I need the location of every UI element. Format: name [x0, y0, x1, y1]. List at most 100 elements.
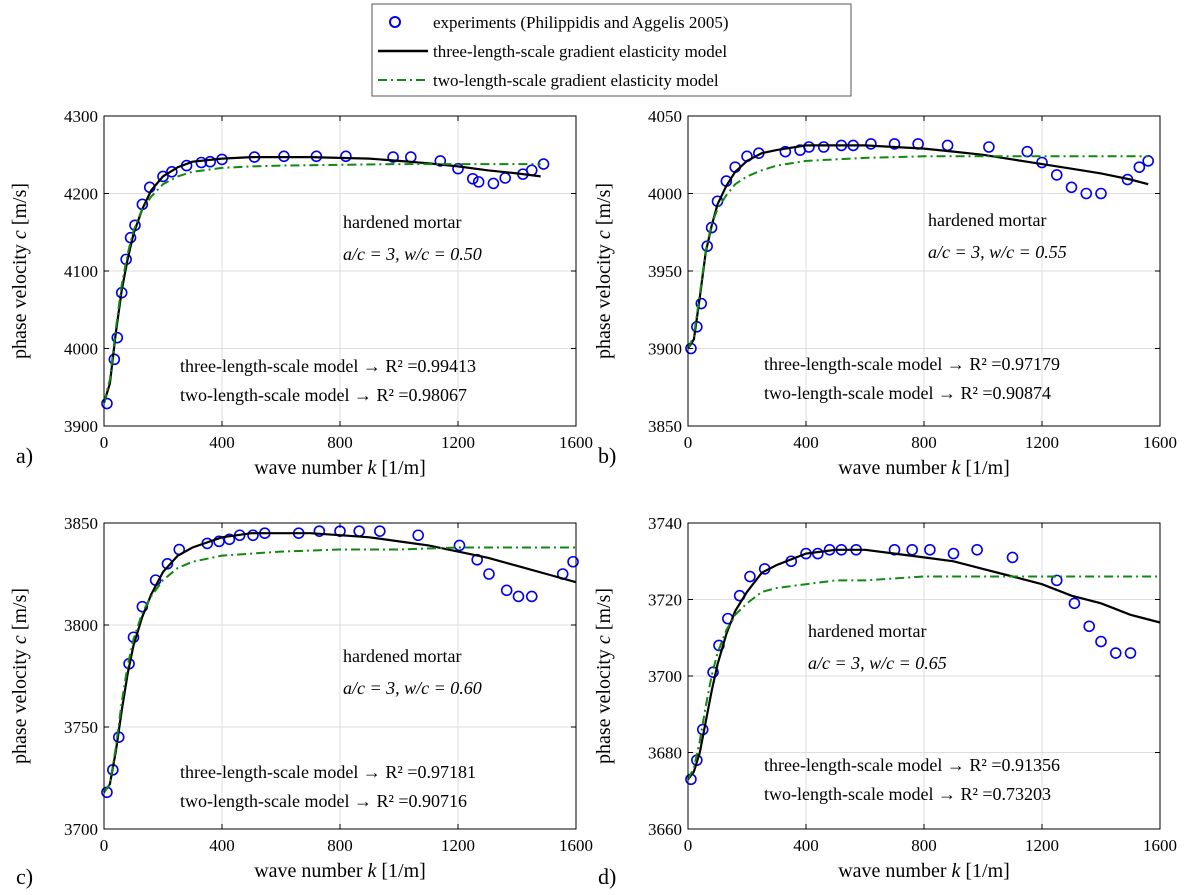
- experiment-point: [1065, 181, 1078, 194]
- plot-frame: [103, 115, 577, 427]
- experiment-point: [157, 170, 169, 183]
- x-tick-label: 0: [684, 433, 693, 452]
- experiment-point: [487, 177, 500, 190]
- x-tick-label: 1600: [1143, 433, 1177, 452]
- experiment-point: [695, 297, 708, 310]
- y-tick-label: 3800: [64, 616, 98, 635]
- two-scale-curve: [687, 155, 1149, 349]
- y-tick-label: 3700: [648, 667, 682, 686]
- panel-label: d): [598, 864, 616, 889]
- legend-label-three: three-length-scale gradient elasticity m…: [433, 42, 727, 61]
- experiment-point: [1095, 635, 1107, 648]
- y-tick-label: 3720: [648, 591, 682, 610]
- experiment-point: [744, 570, 756, 583]
- r-squared-label: three-length-scale model → R² =0.97181: [180, 762, 476, 782]
- experiment-point: [166, 166, 178, 178]
- y-tick-label: 3740: [648, 514, 682, 533]
- x-tick-label: 1200: [441, 433, 475, 452]
- experiment-point: [1124, 647, 1137, 659]
- x-tick-label: 400: [209, 433, 235, 452]
- experiment-point: [161, 557, 174, 570]
- three-scale-curve: [687, 548, 1161, 780]
- experiment-point: [803, 141, 815, 153]
- x-tick-label: 400: [793, 836, 819, 855]
- y-tick-label: 3680: [648, 744, 682, 763]
- x-axis-label: wave number k [1/m]: [838, 860, 1010, 882]
- experiment-point: [971, 543, 983, 556]
- r-squared-label: three-length-scale model → R² =0.97179: [764, 354, 1060, 374]
- experiment-point: [111, 331, 124, 344]
- y-axis-label: phase velocity c [m/s]: [593, 183, 615, 359]
- experiment-point: [374, 525, 386, 537]
- x-axis-label: wave number k [1/m]: [254, 457, 426, 479]
- y-axis-label: phase velocity c [m/s]: [593, 588, 615, 764]
- x-tick-label: 1200: [441, 836, 475, 855]
- x-tick-label: 400: [793, 433, 819, 452]
- legend-frame: [371, 3, 852, 97]
- y-tick-label: 3900: [648, 340, 682, 359]
- y-axis-label: phase velocity c [m/s]: [9, 183, 31, 359]
- annotation-ratios: a/c = 3, w/c = 0.55: [928, 242, 1067, 262]
- experiment-point: [817, 141, 830, 153]
- experiment-point: [195, 156, 208, 169]
- y-tick-label: 3950: [648, 262, 682, 281]
- legend-label-experiments: experiments (Philippidis and Aggelis 200…: [433, 13, 729, 32]
- x-axis-label: wave number k [1/m]: [254, 860, 426, 882]
- experiment-point: [1109, 647, 1122, 659]
- experiment-point: [1006, 551, 1019, 564]
- y-tick-label: 4300: [64, 107, 98, 126]
- x-tick-label: 800: [911, 836, 937, 855]
- y-tick-label: 4000: [648, 185, 682, 204]
- x-tick-label: 400: [209, 836, 235, 855]
- x-tick-label: 800: [327, 433, 353, 452]
- experiment-point: [983, 141, 995, 153]
- x-tick-label: 0: [100, 433, 109, 452]
- experiment-point: [1050, 574, 1063, 587]
- experiment-point: [101, 397, 113, 410]
- experiment-point: [204, 155, 216, 168]
- y-tick-label: 4100: [64, 262, 98, 281]
- panel-label: c): [16, 864, 33, 889]
- r-squared-label: two-length-scale model → R² =0.90716: [180, 791, 467, 811]
- y-tick-label: 3850: [648, 417, 682, 436]
- experiment-point: [1068, 597, 1081, 610]
- y-tick-label: 3750: [64, 718, 98, 737]
- chart-panel-2: 0 400 800 1200 1600 3850 3900 3950 4000 4050 wave …: [593, 107, 1177, 479]
- experiment-point: [472, 176, 485, 188]
- experiment-point: [247, 529, 259, 542]
- experiment-point: [525, 590, 538, 603]
- experiment-point: [223, 533, 236, 546]
- experiment-point: [567, 555, 579, 568]
- experiment-point: [947, 547, 960, 560]
- experiment-point: [512, 590, 525, 603]
- annotation-material: hardened mortar: [343, 212, 461, 232]
- experiment-point: [888, 138, 901, 150]
- experiment-point: [865, 138, 877, 150]
- r-squared-label: two-length-scale model → R² =0.98067: [180, 385, 467, 405]
- panel-label: a): [16, 443, 33, 468]
- experiment-point: [466, 172, 479, 185]
- y-tick-label: 4050: [648, 107, 682, 126]
- experiment-point: [453, 539, 466, 552]
- experiment-point: [452, 162, 464, 175]
- three-scale-curve: [103, 532, 577, 793]
- y-tick-label: 3660: [648, 820, 682, 839]
- two-scale-curve: [103, 546, 576, 793]
- panel-label: b): [598, 443, 616, 468]
- annotation-ratios: a/c = 3, w/c = 0.65: [808, 653, 947, 673]
- y-tick-label: 3900: [64, 417, 98, 436]
- two-scale-curve: [103, 163, 541, 404]
- y-tick-label: 3850: [64, 514, 98, 533]
- r-squared-label: three-length-scale model → R² =0.91356: [764, 755, 1060, 775]
- x-tick-label: 1600: [559, 836, 593, 855]
- annotation-material: hardened mortar: [343, 646, 461, 666]
- y-tick-label: 4000: [64, 340, 98, 359]
- chart-panel-1: 0 400 800 1200 1600 3900 4000 4100 4200 4300 wave …: [9, 107, 593, 479]
- r-squared-label: three-length-scale model → R² =0.99413: [180, 356, 476, 376]
- x-tick-label: 800: [911, 433, 937, 452]
- experiment-point: [1083, 620, 1095, 633]
- experiment-point: [1133, 161, 1146, 173]
- experiment-point: [434, 155, 447, 167]
- annotation-material: hardened mortar: [808, 621, 926, 641]
